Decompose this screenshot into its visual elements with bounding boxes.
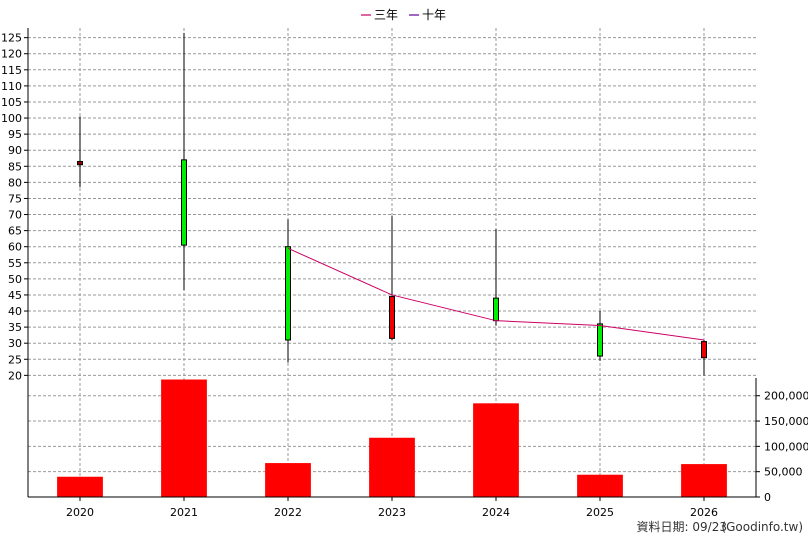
price-tick-label: 30	[8, 337, 22, 350]
volume-bar-2024	[473, 403, 519, 497]
candle-2025	[597, 311, 603, 361]
candle-body	[77, 160, 83, 166]
candle-body	[285, 246, 291, 341]
price-tick-label: 40	[8, 305, 22, 318]
price-tick-label: 80	[8, 176, 22, 189]
price-tick-label: 115	[1, 64, 22, 77]
price-tick-label: 70	[8, 209, 22, 222]
candles	[77, 32, 707, 376]
price-tick-label: 25	[8, 353, 22, 366]
price-tick-label: 105	[1, 96, 22, 109]
candle-body	[701, 341, 707, 359]
volume-bar-2020	[57, 476, 103, 497]
legend-label-ten-year: 十年	[422, 8, 446, 22]
legend: 三年 十年	[361, 8, 446, 22]
year-tick-label-2021: 2021	[170, 506, 198, 519]
candle-body	[181, 159, 187, 246]
year-tick-label-2022: 2022	[274, 506, 302, 519]
footer: 資料日期: 09/23 (Goodinfo.tw)	[637, 520, 803, 534]
footer-source: (Goodinfo.tw)	[721, 520, 803, 534]
price-tick-label: 45	[8, 289, 22, 302]
price-tick-label: 50	[8, 273, 22, 286]
volume-tick-label: 0	[764, 491, 771, 504]
candle-body	[389, 296, 395, 339]
year-tick-label-2025: 2025	[586, 506, 614, 519]
volume-tick-label: 100,000	[764, 440, 808, 453]
candle-2022	[285, 219, 291, 363]
volume-bar-2026	[681, 464, 727, 497]
price-tick-label: 55	[8, 257, 22, 270]
price-tick-label: 125	[1, 32, 22, 45]
price-tick-label: 20	[8, 369, 22, 382]
footer-date: 資料日期: 09/23	[637, 520, 727, 534]
volume-bar-2022	[265, 463, 311, 497]
candle-2021	[181, 32, 187, 291]
legend-label-three-year: 三年	[374, 8, 398, 22]
axes: 2025303540455055606570758085909510010511…	[1, 28, 808, 519]
candle-2023	[389, 216, 395, 340]
price-tick-label: 120	[1, 48, 22, 61]
volume-bars	[57, 379, 727, 497]
volume-tick-label: 200,000	[764, 390, 808, 403]
price-tick-label: 75	[8, 192, 22, 205]
three-year-line	[287, 247, 705, 341]
year-tick-label-2026: 2026	[690, 506, 718, 519]
price-tick-label: 65	[8, 225, 22, 238]
candle-body	[597, 323, 603, 357]
volume-bar-2025	[577, 474, 623, 497]
volume-tick-label: 150,000	[764, 415, 808, 428]
year-tick-label-2023: 2023	[378, 506, 406, 519]
candle-body	[493, 297, 499, 322]
price-tick-label: 85	[8, 160, 22, 173]
price-tick-label: 100	[1, 112, 22, 125]
price-tick-label: 95	[8, 128, 22, 141]
price-tick-label: 110	[1, 80, 22, 93]
year-tick-label-2024: 2024	[482, 506, 510, 519]
grid	[28, 28, 756, 497]
volume-bar-2023	[369, 437, 415, 497]
year-tick-label-2020: 2020	[66, 506, 94, 519]
volume-bar-2021	[161, 379, 207, 497]
volume-tick-label: 50,000	[764, 466, 803, 479]
price-tick-label: 60	[8, 241, 22, 254]
price-tick-label: 35	[8, 321, 22, 334]
price-tick-label: 90	[8, 144, 22, 157]
candle-2020	[77, 116, 83, 188]
candle-2026	[701, 339, 707, 376]
three-year-line-path	[287, 247, 705, 341]
